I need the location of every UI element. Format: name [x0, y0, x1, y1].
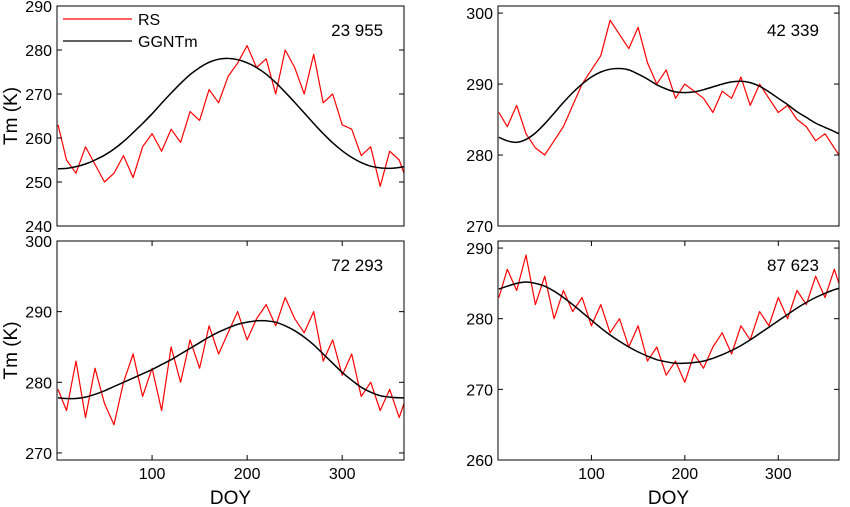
station-label: 42 339 [767, 21, 819, 40]
station-label: 87 623 [767, 256, 819, 275]
y-tick-label: 250 [25, 175, 52, 192]
y-tick-label: 270 [25, 446, 52, 463]
series-line-ggntm [498, 67, 839, 144]
y-tick-label: 280 [466, 312, 493, 329]
station-label: 23 955 [331, 21, 383, 40]
x-tick-label: 200 [671, 466, 698, 483]
series-line-ggntm [57, 57, 404, 170]
chart-panel-3: 270 280 290 300 100 200 300 72 293 Tm (K) DOY [1, 234, 405, 507]
chart-panel-1: 240 250 260 270 280 290 23 955 Tm (K) RS GGNTm [1, 0, 405, 236]
y-tick-label: 290 [466, 77, 493, 94]
y-tick-label: 290 [25, 0, 52, 16]
y-axis-label: Tm (K) [1, 87, 22, 145]
x-axis-label: DOY [210, 488, 252, 507]
y-tick-label: 290 [466, 241, 493, 258]
y-tick-label: 280 [466, 148, 493, 165]
x-tick-label: 100 [139, 466, 166, 483]
y-tick-label: 290 [25, 305, 52, 322]
y-tick-label: 300 [25, 234, 52, 251]
plot-frame [56, 240, 405, 461]
series-line-ggntm [57, 319, 404, 400]
x-tick-label: 200 [234, 466, 261, 483]
y-tick-label: 260 [466, 453, 493, 470]
plot-frame [497, 240, 840, 461]
legend: RS GGNTm [63, 12, 198, 51]
y-tick-label: 270 [466, 219, 493, 236]
x-tick-label: 300 [765, 466, 792, 483]
plot-frame [56, 5, 405, 227]
series-line-rs [498, 19, 839, 156]
y-tick-label: 240 [25, 219, 52, 236]
series-line-rs [57, 296, 404, 426]
chart-panel-2: 270 280 290 300 42 339 [466, 5, 840, 236]
legend-label-ggntm: GGNTm [138, 34, 198, 51]
y-tick-label: 280 [25, 43, 52, 60]
chart-panel-4: 260 270 280 290 100 200 300 87 623 DOY [466, 240, 840, 507]
x-axis-label: DOY [648, 488, 690, 507]
y-axis-label: Tm (K) [1, 321, 22, 379]
plot-frame [497, 5, 840, 227]
x-tick-label: 100 [578, 466, 605, 483]
y-tick-label: 300 [466, 6, 493, 23]
y-tick-label: 270 [25, 87, 52, 104]
legend-label-rs: RS [138, 12, 160, 29]
series-line-ggntm [498, 281, 839, 365]
station-label: 72 293 [331, 256, 383, 275]
y-tick-label: 260 [25, 131, 52, 148]
x-tick-label: 300 [329, 466, 356, 483]
y-tick-label: 270 [466, 382, 493, 399]
series-line-rs [57, 45, 404, 187]
y-tick-label: 280 [25, 375, 52, 392]
